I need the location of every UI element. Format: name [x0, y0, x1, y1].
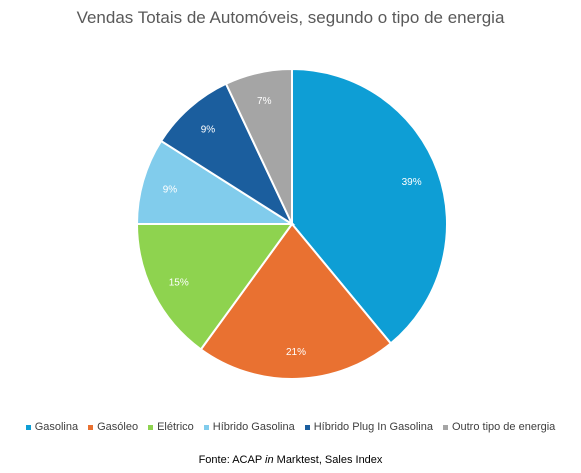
legend-label-5: Outro tipo de energia: [451, 421, 556, 433]
source-italic: in: [265, 454, 274, 466]
legend-label-3: Híbrido Gasolina: [212, 421, 295, 433]
legend-marker-5: [442, 424, 448, 430]
chart-legend: Gasolina Gasóleo Elétrico Híbrido Gasolina H…: [0, 421, 581, 433]
legend-label-0: Gasolina: [34, 421, 79, 433]
pie-slice-1: [199, 222, 393, 380]
legend-item-0: Gasolina: [25, 421, 79, 433]
legend-item-1: Gasóleo: [88, 421, 138, 433]
data-label-2: 15%: [169, 278, 189, 289]
legend-item-4: Híbrido Plug In Gasolina: [304, 421, 433, 433]
legend-label-2: Elétrico: [157, 421, 194, 433]
legend-marker-3: [203, 424, 209, 430]
pie-slices: [135, 67, 448, 380]
pie-slice-4: [159, 82, 295, 227]
data-label-4: 9%: [201, 125, 216, 136]
data-label-1: 21%: [286, 347, 306, 358]
pie-slice-3: [135, 139, 296, 225]
legend-marker-1: [88, 424, 94, 430]
data-label-0: 39%: [402, 177, 422, 188]
legend-item-3: Híbrido Gasolina: [203, 421, 295, 433]
pie-data-labels: 39% 21% 15% 9% 9% 7%: [163, 96, 422, 358]
legend-marker-4: [304, 424, 310, 430]
legend-label-1: Gasóleo: [97, 421, 139, 433]
legend-marker-0: [25, 424, 31, 430]
source-suffix: Marktest, Sales Index: [273, 454, 383, 466]
pie-slice-0: [291, 67, 448, 345]
chart-title: Vendas Totais de Automóveis, segundo o t…: [76, 8, 505, 27]
source-note: Fonte: ACAP in Marktest, Sales Index: [0, 454, 581, 466]
legend-label-4: Híbrido Plug In Gasolina: [313, 421, 433, 433]
pie-slice-5: [224, 67, 293, 225]
source-prefix: Fonte: ACAP: [198, 454, 266, 466]
legend-item-5: Outro tipo de energia: [442, 421, 556, 433]
legend-item-2: Elétrico: [148, 421, 194, 433]
data-label-5: 7%: [257, 96, 272, 107]
data-label-3: 9%: [163, 185, 178, 196]
pie-slice-2: [135, 223, 294, 351]
legend-marker-2: [148, 424, 154, 430]
